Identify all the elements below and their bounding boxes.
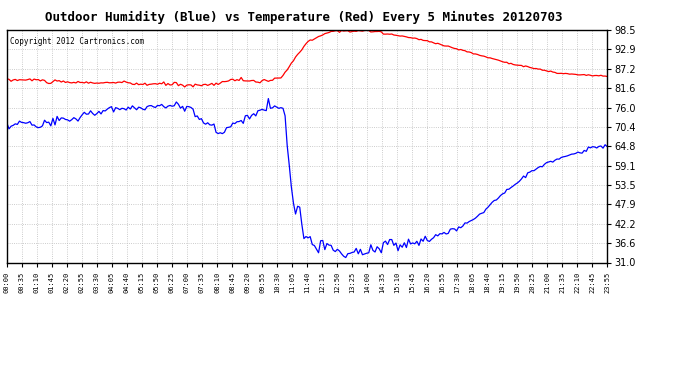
Text: Outdoor Humidity (Blue) vs Temperature (Red) Every 5 Minutes 20120703: Outdoor Humidity (Blue) vs Temperature (… xyxy=(45,11,562,24)
Text: Copyright 2012 Cartronics.com: Copyright 2012 Cartronics.com xyxy=(10,37,144,46)
